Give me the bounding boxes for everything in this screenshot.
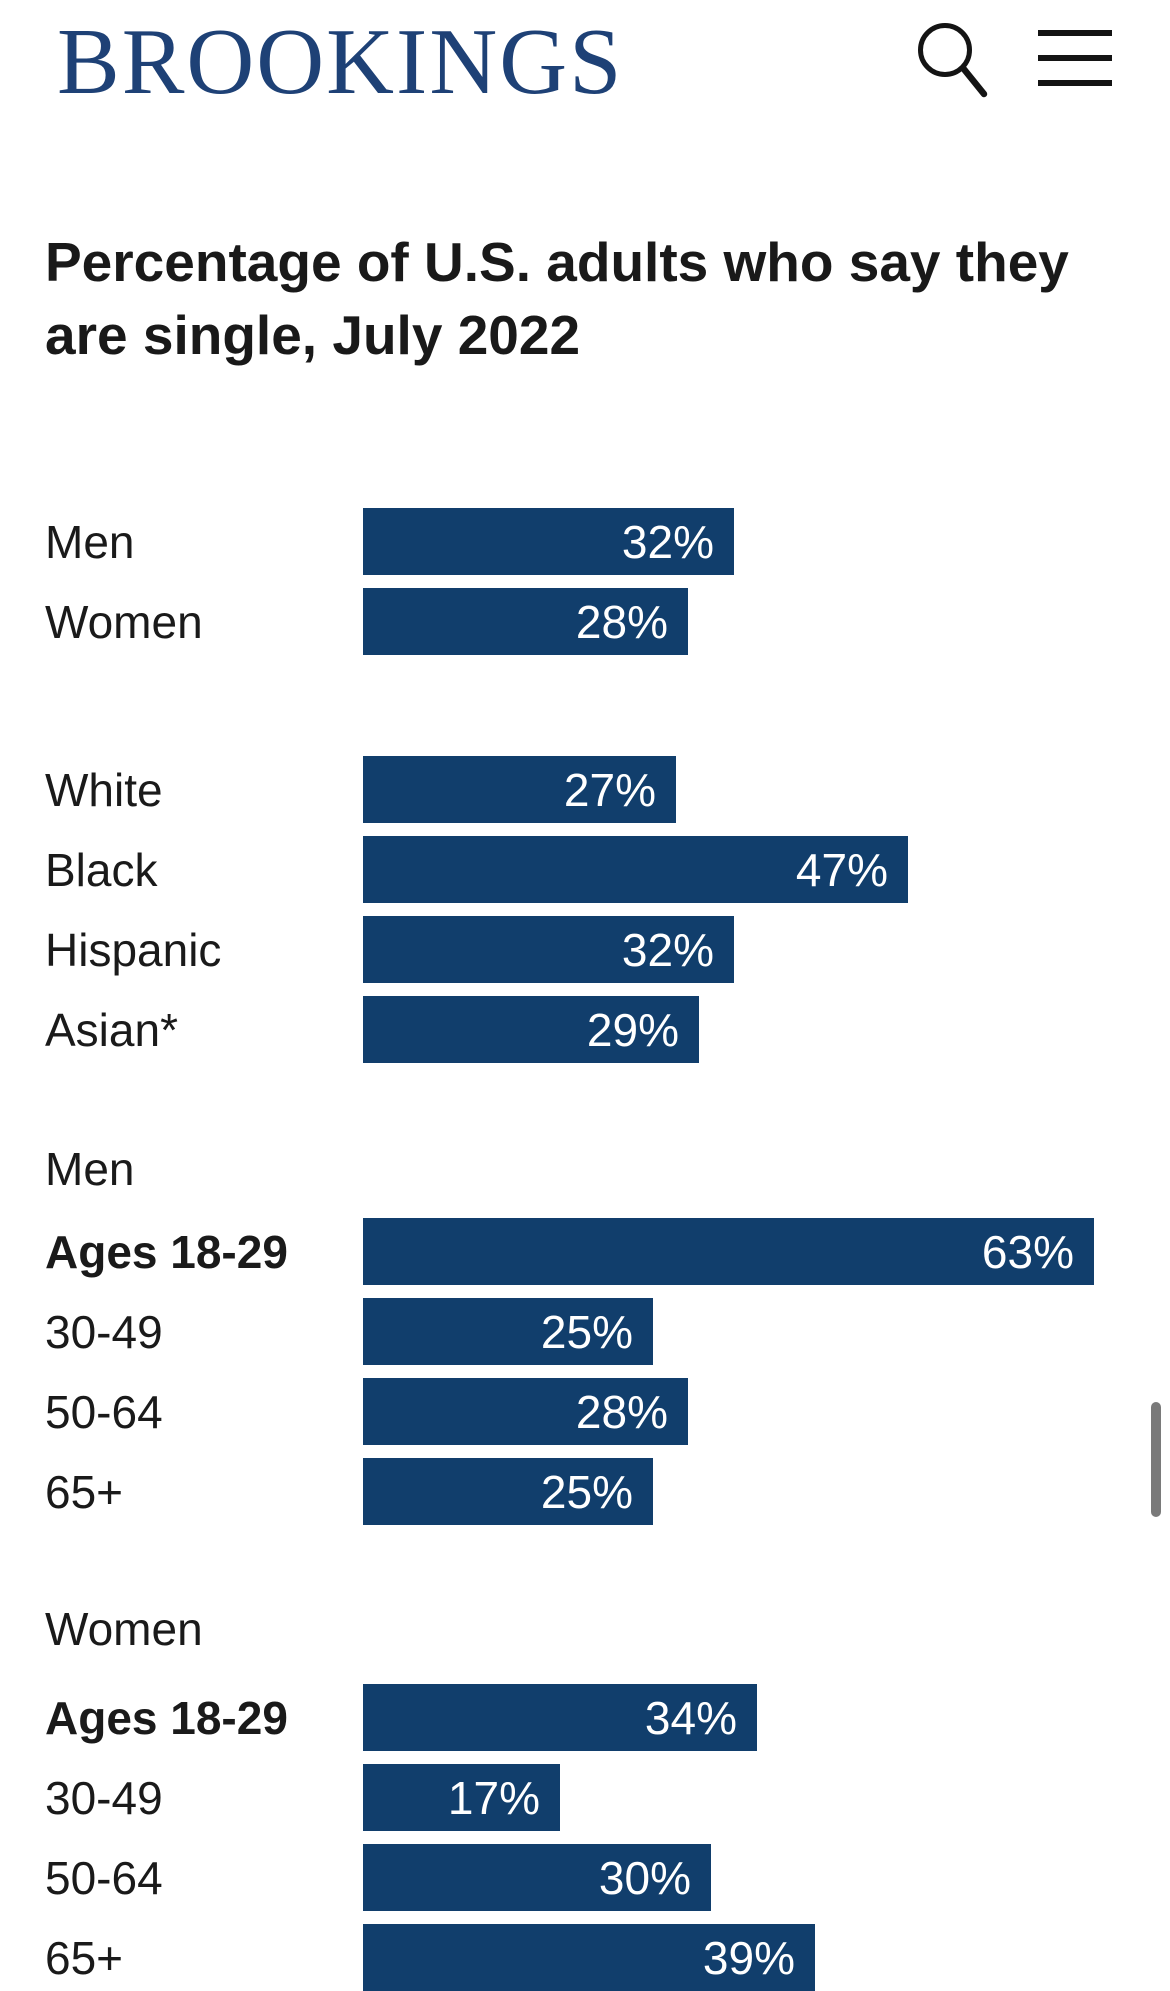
row-label: White	[45, 763, 163, 816]
bar: 29%	[363, 996, 699, 1063]
bar: 32%	[363, 916, 734, 983]
group-header: Men	[45, 1143, 135, 1195]
chart-row: 30-49 25%	[0, 1298, 1170, 1365]
bar-value-label: 34%	[644, 1691, 737, 1744]
row-label: Ages 18-29	[45, 1691, 288, 1744]
brookings-logo[interactable]: BROOKINGS	[57, 10, 624, 114]
bar: 25%	[363, 1458, 653, 1525]
chart-row: Ages 18-29 34%	[0, 1684, 1170, 1751]
row-label: 30-49	[45, 1305, 163, 1358]
bar-value-label: 29%	[586, 1003, 679, 1056]
search-button[interactable]	[911, 14, 995, 100]
bar: 63%	[363, 1218, 1094, 1285]
chart-row: 50-64 28%	[0, 1378, 1170, 1445]
scrollbar-thumb[interactable]	[1151, 1402, 1161, 1517]
chart-row: Asian* 29%	[0, 996, 1170, 1063]
search-icon	[918, 23, 988, 98]
row-label: 50-64	[45, 1851, 163, 1904]
bar: 47%	[363, 836, 908, 903]
bar: 28%	[363, 588, 688, 655]
bar-value-label: 32%	[621, 923, 714, 976]
chart-row: 65+ 39%	[0, 1924, 1170, 1991]
row-label: Men	[45, 515, 135, 568]
bar-value-label: 17%	[447, 1771, 540, 1824]
bar: 39%	[363, 1924, 815, 1991]
bar-value-label: 25%	[540, 1305, 633, 1358]
bar-value-label: 28%	[575, 595, 668, 648]
chart-title-line1: Percentage of U.S. adults who say they	[45, 231, 1069, 293]
chart-row: Women 28%	[0, 588, 1170, 655]
bar: 34%	[363, 1684, 757, 1751]
bar: 25%	[363, 1298, 653, 1365]
bar-value-label: 39%	[702, 1931, 795, 1984]
row-label: Asian*	[45, 1003, 178, 1056]
chart-title-line2: are single, July 2022	[45, 304, 581, 366]
chart-title: Percentage of U.S. adults who say they a…	[45, 226, 1145, 372]
bar-value-label: 25%	[540, 1465, 633, 1518]
row-label: 65+	[45, 1465, 124, 1518]
bar: 28%	[363, 1378, 688, 1445]
bar-value-label: 47%	[795, 843, 888, 896]
bar: 27%	[363, 756, 676, 823]
hamburger-menu-icon	[1038, 30, 1112, 86]
chart-row: Ages 18-29 63%	[0, 1218, 1170, 1285]
row-label: Women	[45, 595, 203, 648]
group-header: Women	[45, 1603, 203, 1655]
row-label: Black	[45, 843, 158, 896]
bar-value-label: 30%	[598, 1851, 691, 1904]
menu-button[interactable]	[1034, 26, 1116, 92]
row-label: 65+	[45, 1931, 124, 1984]
bar-value-label: 63%	[981, 1225, 1074, 1278]
bar: 32%	[363, 508, 734, 575]
chart-row: Black 47%	[0, 836, 1170, 903]
row-label: Hispanic	[45, 923, 222, 976]
chart-row: White 27%	[0, 756, 1170, 823]
site-header: BROOKINGS	[0, 0, 1170, 140]
row-label: 50-64	[45, 1385, 163, 1438]
bar: 17%	[363, 1764, 560, 1831]
bar: 30%	[363, 1844, 711, 1911]
chart-row: 30-49 17%	[0, 1764, 1170, 1831]
chart-row: Hispanic 32%	[0, 916, 1170, 983]
bar-value-label: 32%	[621, 515, 714, 568]
chart-row: Men 32%	[0, 508, 1170, 575]
bar-value-label: 27%	[563, 763, 656, 816]
row-label: Ages 18-29	[45, 1225, 288, 1278]
row-label: 30-49	[45, 1771, 163, 1824]
bar-value-label: 28%	[575, 1385, 668, 1438]
chart-row: 50-64 30%	[0, 1844, 1170, 1911]
chart-row: 65+ 25%	[0, 1458, 1170, 1525]
